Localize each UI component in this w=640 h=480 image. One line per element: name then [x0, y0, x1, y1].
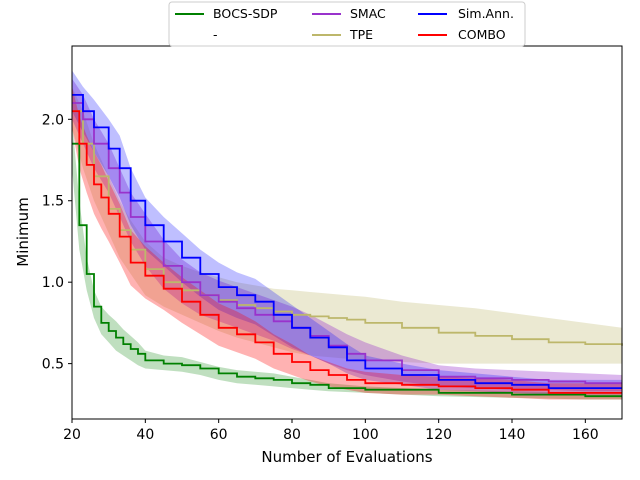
x-tick-label: 140: [499, 427, 526, 443]
series-line-smac: [72, 102, 622, 385]
band-smac: [72, 78, 622, 392]
legend-entry-dash: -: [213, 27, 218, 42]
series-line-bocs-sdp: [72, 142, 622, 398]
y-tick-label: 1.0: [42, 275, 64, 291]
y-axis-ticks: 0.5 1.0 1.5 2.0: [42, 112, 72, 373]
x-axis-ticks: 20 40 60 80 100 120 140 160: [63, 419, 599, 443]
legend-entry-sim-ann: Sim.Ann.: [418, 6, 514, 21]
legend-label-bocs-sdp: BOCS-SDP: [213, 6, 278, 21]
legend-entry-bocs-sdp: BOCS-SDP: [175, 6, 278, 21]
x-tick-label: 100: [352, 427, 379, 443]
series-line-sim-ann: [72, 94, 622, 389]
legend-label-smac: SMAC: [350, 6, 386, 21]
legend-entry-combo: COMBO: [418, 27, 506, 42]
legend-label-sim-ann: Sim.Ann.: [458, 6, 514, 21]
x-tick-label: 40: [136, 427, 154, 443]
y-tick-label: 2.0: [42, 112, 64, 128]
band-combo: [72, 86, 622, 400]
legend-label-dash: -: [213, 27, 218, 42]
y-axis-label: Minimum: [14, 197, 32, 267]
x-tick-label: 60: [210, 427, 228, 443]
x-tick-label: 20: [63, 427, 81, 443]
legend-entry-smac: SMAC: [312, 6, 386, 21]
legend-label-combo: COMBO: [458, 27, 506, 42]
x-tick-label: 120: [425, 427, 452, 443]
y-tick-label: 0.5: [42, 357, 64, 373]
x-tick-label: 160: [572, 427, 599, 443]
x-axis-label: Number of Evaluations: [261, 448, 432, 466]
y-tick-label: 1.5: [42, 194, 64, 210]
series-lines: [72, 94, 623, 398]
legend: BOCS-SDP - SMAC TPE Sim.Ann. COMBO: [168, 1, 526, 47]
legend-label-tpe: TPE: [349, 27, 373, 42]
legend-entry-tpe: TPE: [312, 27, 373, 42]
series-line-combo: [72, 110, 622, 394]
x-tick-label: 80: [283, 427, 301, 443]
